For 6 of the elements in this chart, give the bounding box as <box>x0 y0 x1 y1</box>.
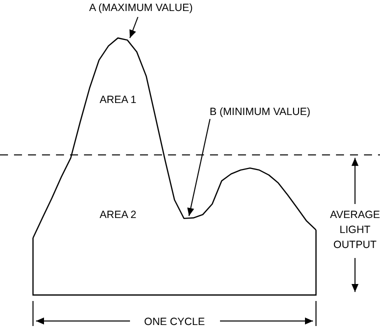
annotation: AREA 1 <box>100 94 137 106</box>
text: A (MAXIMUM VALUE) <box>89 2 193 14</box>
ref-line-label: AVERAGE LIGHT OUTPUT <box>330 208 380 251</box>
annotation: B (MINIMUM VALUE) <box>210 106 310 118</box>
x-axis-title: ONE CYCLE <box>144 316 205 327</box>
annotation: AREA 2 <box>100 209 137 221</box>
